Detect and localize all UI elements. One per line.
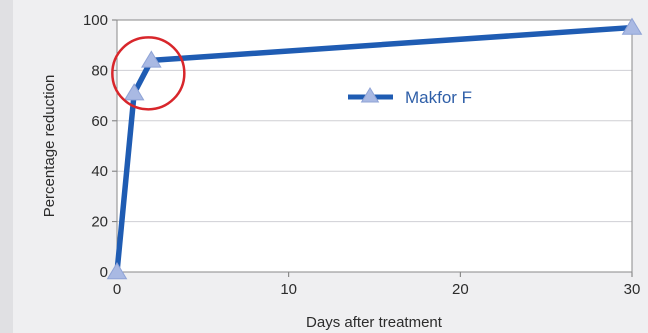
y-tick-label-40: 40 xyxy=(91,163,108,180)
legend: Makfor F xyxy=(348,87,472,107)
data-point-0-2 xyxy=(141,50,162,68)
x-tick-label-0: 0 xyxy=(113,281,121,298)
annotation-layer xyxy=(111,36,186,111)
legend-label-makfor-f: Makfor F xyxy=(405,88,472,107)
data-point-0-3 xyxy=(621,17,643,35)
y-tick-label-20: 20 xyxy=(91,214,108,231)
y-tick-label-60: 60 xyxy=(91,113,108,130)
series-line-0 xyxy=(114,24,635,275)
x-tick-label-20: 20 xyxy=(452,281,469,298)
x-axis-title: Days after treatment xyxy=(306,314,443,331)
data-point-0-0 xyxy=(106,262,128,280)
x-tick-label-30: 30 xyxy=(624,281,641,298)
left-margin-strip xyxy=(0,0,13,333)
y-tick-label-100: 100 xyxy=(83,12,108,29)
x-tick-label-10: 10 xyxy=(280,281,297,298)
legend-marker-swatch xyxy=(360,87,380,103)
y-axis-title: Percentage reduction xyxy=(41,75,58,218)
series-layer xyxy=(106,17,643,280)
highlight-circle xyxy=(111,36,186,111)
tick-labels: 0 20 40 60 80 100 0 10 20 30 xyxy=(83,12,640,298)
y-tick-label-0: 0 xyxy=(100,264,108,281)
plot-area xyxy=(117,20,632,272)
data-point-0-1 xyxy=(123,83,145,101)
plot-border xyxy=(116,19,633,273)
y-tick-label-80: 80 xyxy=(91,62,108,79)
